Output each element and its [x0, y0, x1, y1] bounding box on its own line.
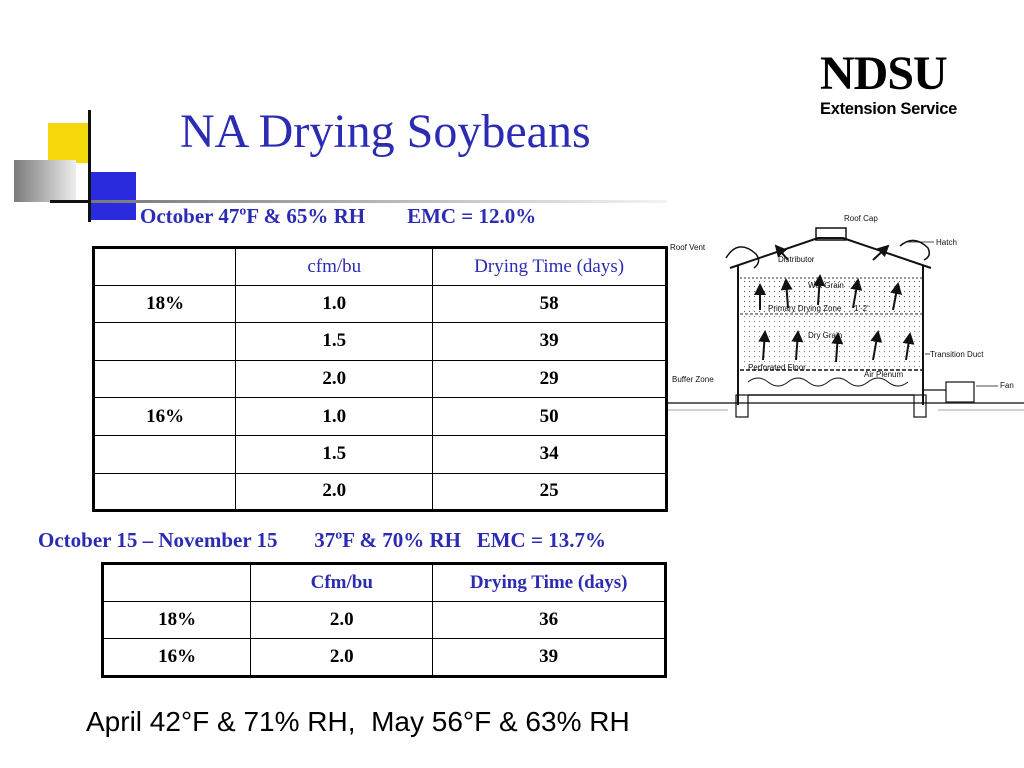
label-dry-grain: Dry Grain — [808, 331, 842, 340]
days-cell: 50 — [432, 397, 667, 436]
header-cell — [101, 563, 252, 602]
spring-conditions-text: April 42°F & 71% RH, May 56°F & 63% RH — [86, 706, 630, 737]
ndsu-logo: NDSU Extension Service — [820, 50, 980, 119]
hatch — [899, 239, 931, 261]
moisture-cell — [92, 472, 237, 512]
table-row: 1.5 39 — [92, 322, 667, 361]
label-roof-vent: Roof Vent — [670, 243, 706, 252]
table-header-row: Cfm/bu Drying Time (days) — [101, 563, 666, 602]
decor-grey-square — [14, 160, 76, 202]
airflow-arrows — [754, 244, 915, 363]
header-cell-drying-time: Drying Time (days) — [432, 247, 667, 286]
label-buffer-zone: Buffer Zone — [672, 375, 714, 384]
table-row: 18% 1.0 58 — [92, 284, 667, 324]
table-row: 2.0 29 — [92, 359, 667, 399]
label-zone-depth: 1'-2' — [854, 304, 869, 313]
header-cell-cfm: Cfm/bu — [250, 563, 434, 602]
moisture-cell — [92, 434, 237, 474]
cfm-cell: 1.5 — [235, 434, 434, 474]
label-roof-cap: Roof Cap — [844, 214, 878, 223]
label-transition-duct: Transition Duct — [930, 350, 984, 359]
fan — [945, 381, 975, 403]
condition-october: October 47ºF & 65% RH EMC = 12.0% — [140, 204, 537, 228]
table-row: 1.5 34 — [92, 434, 667, 474]
moisture-cell: 16% — [92, 397, 237, 436]
label-primary-zone: Primary Drying Zone — [768, 304, 842, 313]
decor-yellow-square — [48, 123, 88, 163]
label-perforated-floor: Perforated Floor — [748, 363, 806, 372]
table-row: 16% 1.0 50 — [92, 397, 667, 436]
moisture-cell: 18% — [101, 600, 252, 640]
slide-title: NA Drying Soybeans — [180, 105, 591, 158]
days-cell: 29 — [432, 359, 667, 399]
days-cell: 39 — [432, 638, 666, 678]
days-cell: 36 — [432, 600, 666, 640]
decor-vertical-line — [88, 110, 91, 222]
title-underline — [91, 200, 667, 203]
bin-roof — [729, 237, 932, 269]
header-cell — [92, 247, 237, 286]
header-cell-cfm: cfm/bu — [235, 247, 434, 286]
days-cell: 58 — [432, 284, 667, 324]
condition-oct-nov: October 15 – November 15 37ºF & 70% RH E… — [38, 528, 606, 552]
header-cell-drying-time: Drying Time (days) — [432, 563, 666, 602]
label-fan: Fan — [1000, 381, 1014, 390]
roof-vent — [725, 246, 760, 269]
label-hatch: Hatch — [936, 238, 957, 247]
table-row: 18% 2.0 36 — [101, 600, 666, 640]
cfm-cell: 1.0 — [235, 284, 434, 324]
cfm-cell: 2.0 — [235, 472, 434, 512]
label-plenum: Air Plenum — [864, 370, 903, 379]
drying-table-oct-nov: Cfm/bu Drying Time (days) 18% 2.0 36 16%… — [101, 562, 667, 679]
logo-main-text: NDSU — [820, 47, 948, 100]
days-cell: 25 — [432, 472, 667, 512]
roof-cap — [815, 227, 847, 241]
drying-table-october: cfm/bu Drying Time (days) 18% 1.0 58 1.5… — [92, 246, 668, 513]
table-header-row: cfm/bu Drying Time (days) — [92, 247, 667, 286]
moisture-cell — [92, 322, 237, 361]
grain-bin-diagram: Roof Cap Hatch Roof Vent Distributor Wet… — [668, 214, 1024, 418]
table-row: 2.0 25 — [92, 472, 667, 512]
table-row: 16% 2.0 39 — [101, 638, 666, 678]
cfm-cell: 2.0 — [250, 600, 434, 640]
decor-blue-square — [88, 172, 136, 220]
moisture-cell — [92, 359, 237, 399]
dry-grain-layer — [740, 314, 922, 368]
label-distributor: Distributor — [778, 255, 815, 264]
cfm-cell: 2.0 — [235, 359, 434, 399]
moisture-cell: 18% — [92, 284, 237, 324]
moisture-cell: 16% — [101, 638, 252, 678]
logo-sub-text: Extension Service — [820, 100, 958, 118]
days-cell: 34 — [432, 434, 667, 474]
cfm-cell: 1.5 — [235, 322, 434, 361]
cfm-cell: 2.0 — [250, 638, 434, 678]
plenum-airflow — [747, 377, 909, 387]
label-wet-grain: Wet Grain — [808, 281, 844, 290]
cfm-cell: 1.0 — [235, 397, 434, 436]
days-cell: 39 — [432, 322, 667, 361]
